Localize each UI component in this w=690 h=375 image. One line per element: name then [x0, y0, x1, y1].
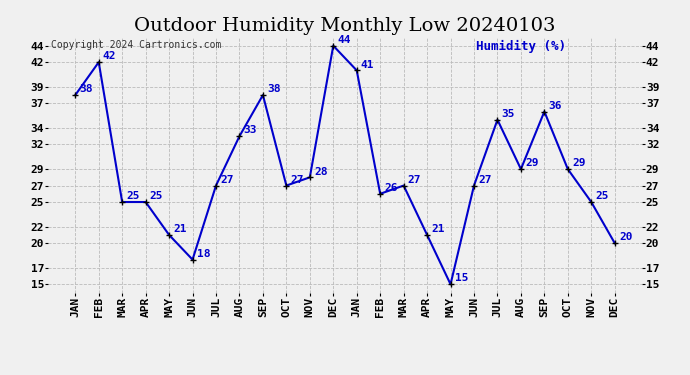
Text: 38: 38	[79, 84, 93, 94]
Text: 35: 35	[502, 109, 515, 119]
Text: 41: 41	[361, 60, 375, 70]
Text: 18: 18	[197, 249, 210, 259]
Text: 29: 29	[572, 158, 586, 168]
Text: Humidity (%): Humidity (%)	[475, 40, 566, 53]
Text: 25: 25	[126, 191, 140, 201]
Title: Outdoor Humidity Monthly Low 20240103: Outdoor Humidity Monthly Low 20240103	[135, 16, 555, 34]
Text: 27: 27	[478, 175, 492, 185]
Text: 20: 20	[619, 232, 633, 242]
Text: 27: 27	[408, 175, 422, 185]
Text: 25: 25	[595, 191, 609, 201]
Text: 27: 27	[290, 175, 304, 185]
Text: 21: 21	[431, 224, 445, 234]
Text: 33: 33	[244, 125, 257, 135]
Text: 29: 29	[525, 158, 539, 168]
Text: 27: 27	[220, 175, 234, 185]
Text: 15: 15	[455, 273, 469, 284]
Text: 25: 25	[150, 191, 164, 201]
Text: 28: 28	[314, 166, 328, 177]
Text: 26: 26	[384, 183, 398, 193]
Text: 38: 38	[267, 84, 281, 94]
Text: 44: 44	[337, 35, 351, 45]
Text: 42: 42	[103, 51, 117, 62]
Text: Copyright 2024 Cartronics.com: Copyright 2024 Cartronics.com	[51, 40, 221, 50]
Text: 36: 36	[549, 101, 562, 111]
Text: 21: 21	[173, 224, 187, 234]
